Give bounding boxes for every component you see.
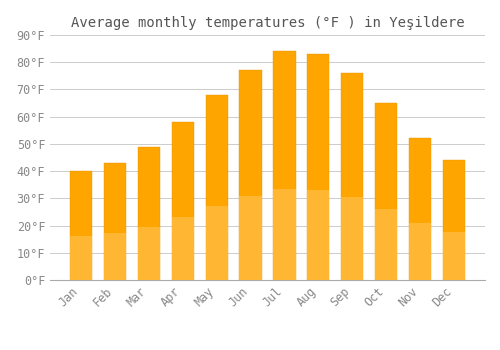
Bar (342, 73, 363, 280)
Bar (138, 147, 160, 280)
Bar (104, 163, 126, 280)
Bar (70, 171, 92, 280)
Bar (376, 209, 398, 280)
Bar (308, 190, 330, 280)
Bar (443, 160, 465, 280)
Bar (206, 206, 228, 280)
Bar (104, 233, 126, 280)
Bar (274, 51, 295, 280)
Bar (376, 103, 398, 280)
Bar (172, 122, 194, 280)
Bar (274, 189, 295, 280)
Bar (409, 139, 432, 280)
Bar (240, 196, 262, 280)
Bar (206, 95, 228, 280)
Bar (342, 197, 363, 280)
Title: Average monthly temperatures (°F ) in Yeşildere: Average monthly temperatures (°F ) in Ye… (70, 16, 464, 30)
Bar (70, 237, 92, 280)
Bar (409, 223, 432, 280)
Bar (443, 232, 465, 280)
Bar (308, 54, 330, 280)
Bar (240, 70, 262, 280)
Bar (138, 227, 160, 280)
Bar (172, 217, 194, 280)
